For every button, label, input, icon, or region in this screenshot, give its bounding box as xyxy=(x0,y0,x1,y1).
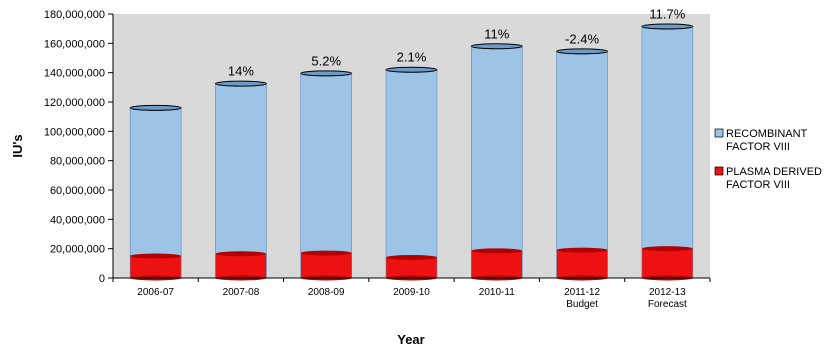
bar-segment-joint xyxy=(386,254,437,260)
bar-segment-joint xyxy=(641,246,693,252)
y-tick-label: 60,000,000 xyxy=(50,185,105,197)
y-tick-label: 0 xyxy=(99,273,105,285)
y-tick-label: 80,000,000 xyxy=(50,156,105,168)
bar-recombinant xyxy=(556,51,608,251)
bar-recombinant xyxy=(215,83,267,254)
x-tick-label: 2008-09 xyxy=(308,287,345,298)
x-tick-label: 2006-07 xyxy=(137,287,174,298)
bar-top-cap xyxy=(385,66,438,73)
y-tick-label: 160,000,000 xyxy=(44,38,105,50)
y-tick-label: 180,000,000 xyxy=(44,9,105,21)
bar-top-cap xyxy=(470,43,523,50)
bar-plasma-derived xyxy=(386,257,437,278)
bar-recombinant xyxy=(386,69,437,258)
bar-plasma-derived xyxy=(641,248,693,278)
y-tick-label: 120,000,000 xyxy=(44,97,105,109)
bar-top-cap xyxy=(556,48,609,55)
x-tick-label: 2011-12 Budget xyxy=(564,287,600,310)
bar-recombinant xyxy=(641,26,693,249)
bar-recombinant xyxy=(300,73,352,254)
y-tick-label: 20,000,000 xyxy=(50,244,105,256)
x-tick-label: 2009-10 xyxy=(393,287,430,298)
legend-swatch xyxy=(714,166,724,176)
x-tick-label: 2010-11 xyxy=(479,287,515,298)
growth-label: 5.2% xyxy=(311,53,341,68)
growth-label: 2.1% xyxy=(397,50,427,65)
x-tick-label: 2012-13 Forecast xyxy=(648,287,687,310)
growth-label: 11% xyxy=(484,26,509,41)
bar-top-cap xyxy=(641,23,694,30)
y-tick-label: 100,000,000 xyxy=(44,126,105,138)
bar-plasma-derived xyxy=(300,253,352,278)
bar-top-cap xyxy=(214,80,267,87)
bar-recombinant xyxy=(130,107,182,256)
bar-recombinant xyxy=(471,46,523,251)
bar-top-cap xyxy=(129,104,182,111)
bar-segment-joint xyxy=(215,251,267,257)
growth-label: 11.7% xyxy=(649,6,685,21)
growth-label: -2.4% xyxy=(565,31,599,46)
bar-segment-joint xyxy=(300,250,352,256)
y-tick-label: 140,000,000 xyxy=(44,68,105,80)
legend-swatch xyxy=(714,128,724,138)
bar-plasma-derived xyxy=(215,253,267,278)
bar-plasma-derived xyxy=(556,250,608,278)
legend-label: RECOMBINANT FACTOR VIII xyxy=(726,128,808,153)
legend-label: PLASMA DERIVED FACTOR VIII xyxy=(726,166,822,191)
legend: RECOMBINANT FACTOR VIII PLASMA DERIVED FACT… xyxy=(714,128,822,191)
y-axis-label: IU's xyxy=(10,134,25,157)
bar-segment-joint xyxy=(130,253,182,259)
x-axis-label: Year xyxy=(397,332,424,347)
bar-top-cap xyxy=(300,70,353,77)
bar-segment-joint xyxy=(471,248,523,254)
bar-plasma-derived xyxy=(130,256,182,278)
growth-label: 14% xyxy=(228,64,254,79)
x-tick-label: 2007-08 xyxy=(223,287,260,298)
y-tick-label: 40,000,000 xyxy=(50,214,105,226)
bar-plasma-derived xyxy=(471,250,523,278)
bar-segment-joint xyxy=(556,247,608,253)
